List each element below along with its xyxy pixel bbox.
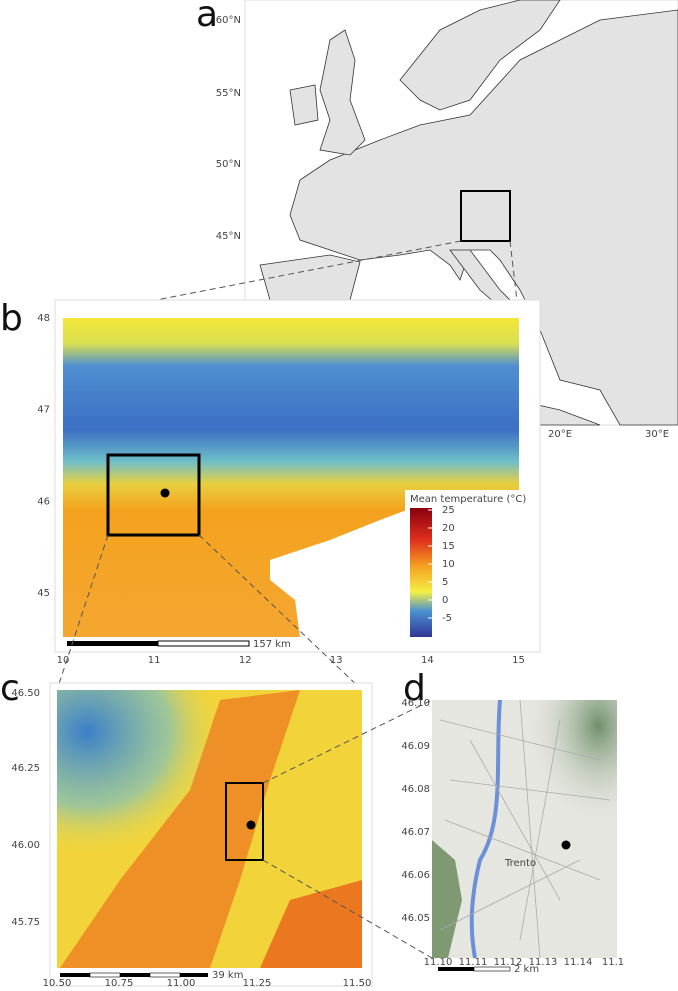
x-tick-label: 11.00: [167, 978, 196, 989]
panel-label: a: [196, 0, 218, 35]
y-tick-label: 45.75: [11, 917, 40, 928]
y-tick-label: 46.09: [401, 741, 430, 752]
scale-label: 157 km: [253, 639, 291, 650]
legend-tick-label: 15: [442, 541, 455, 552]
x-tick-label: 11.11: [459, 957, 488, 968]
terrain: [432, 840, 462, 958]
connector: [56, 534, 109, 691]
x-tick-label: 20°E: [548, 429, 572, 440]
scale-label: 39 km: [212, 970, 243, 981]
x-tick-label: 11.10: [424, 957, 453, 968]
roads: [439, 699, 611, 959]
x-tick-label: 11.14: [564, 957, 593, 968]
scale-bar: [89, 972, 121, 978]
place-label: Trento: [504, 858, 536, 869]
y-tick-label: 60°N: [216, 15, 241, 26]
valley: [260, 880, 362, 968]
site: [160, 488, 170, 498]
x-tick-label: 10.75: [105, 978, 134, 989]
legend-tick-label: 0: [442, 595, 448, 606]
y-tick-label: 45°N: [216, 231, 241, 242]
zoom-box: [225, 782, 264, 861]
scale-bar: [473, 966, 511, 972]
legend-tick-label: 10: [442, 559, 455, 570]
site: [246, 820, 256, 830]
connector: [262, 859, 433, 959]
connector: [62, 240, 462, 319]
y-tick-label: 46.06: [401, 870, 430, 881]
x-tick-label: 13: [330, 655, 343, 666]
legend-tick-label: 25: [442, 505, 455, 516]
panel-b: 157 km Mean temperature (°C) b: [0, 298, 541, 653]
y-tick-label: 46.25: [11, 763, 40, 774]
tick-labels: 60°N 55°N 50°N 45°N 20°E 30°E 48 47 46 45 10 11 12 13…: [11, 15, 669, 989]
panel-label: c: [0, 668, 20, 709]
y-tick-label: 47: [37, 405, 50, 416]
colorbar: [410, 508, 432, 637]
x-tick-label: 11.1: [602, 957, 624, 968]
connector: [198, 534, 363, 691]
river: [469, 699, 502, 959]
scale-label: 2 km: [514, 964, 539, 975]
scale-bar: [120, 973, 150, 977]
panel-c: 39 km c: [0, 668, 373, 987]
scale-bar: [157, 640, 250, 647]
y-tick-label: 46.05: [401, 913, 430, 924]
legend-tick-label: -5: [442, 613, 452, 624]
zoom-box: [106, 453, 201, 537]
x-tick-label: 15: [512, 655, 525, 666]
panel-label: b: [0, 298, 23, 339]
legend-tick-label: 20: [442, 523, 455, 534]
site: [561, 840, 571, 850]
y-tick-label: 45: [37, 588, 50, 599]
zoom-box: [460, 190, 511, 242]
legend-tick-label: 5: [442, 577, 448, 588]
scale-bar: [67, 641, 158, 646]
y-tick-label: 46.10: [401, 698, 430, 709]
x-tick-label: 30°E: [645, 429, 669, 440]
x-tick-label: 11.50: [343, 978, 372, 989]
scale-bar: [438, 967, 474, 971]
connector: [262, 699, 433, 784]
y-tick-label: 46.00: [11, 840, 40, 851]
scale-bar: [60, 973, 90, 977]
x-tick-label: 11.12: [494, 957, 523, 968]
panel-d: Trento 2 km d: [403, 668, 617, 975]
x-tick-label: 11: [148, 655, 161, 666]
terrain: [432, 700, 617, 958]
x-tick-label: 10: [57, 655, 70, 666]
y-tick-label: 46.07: [401, 827, 430, 838]
scale-bar: [180, 973, 208, 977]
y-tick-label: 50°N: [216, 159, 241, 170]
x-tick-label: 14: [421, 655, 434, 666]
y-tick-label: 46.50: [11, 688, 40, 699]
y-tick-label: 48: [37, 313, 50, 324]
scale-bar: [149, 972, 181, 978]
valley: [60, 690, 300, 968]
legend-title: Mean temperature (°C): [410, 494, 526, 505]
y-tick-label: 46.08: [401, 784, 430, 795]
x-tick-label: 10.50: [43, 978, 72, 989]
x-tick-label: 11.13: [529, 957, 558, 968]
x-tick-label: 11.25: [243, 978, 272, 989]
y-tick-label: 55°N: [216, 88, 241, 99]
x-tick-label: 12: [239, 655, 252, 666]
panel-label: d: [403, 668, 426, 709]
y-tick-label: 46: [37, 496, 50, 507]
